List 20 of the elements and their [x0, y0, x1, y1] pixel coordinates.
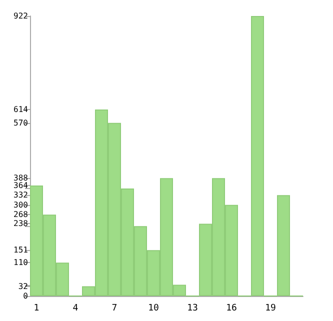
x-tick-label: 19 — [265, 304, 276, 314]
y-tick-label: 32 — [18, 282, 28, 291]
y-tick-label: 110 — [14, 258, 28, 268]
y-tick-label: 0 — [23, 292, 28, 300]
y-tick-label: 300 — [14, 200, 28, 210]
y-tick-label: 922 — [14, 12, 28, 20]
x-tick-label: 10 — [148, 304, 159, 314]
y-tick-label: 570 — [14, 118, 28, 128]
y-tick-label: 238 — [14, 219, 28, 228]
y-tick-label: 364 — [14, 180, 28, 190]
x-tick-label: 13 — [187, 304, 198, 314]
x-tick-label: 16 — [226, 304, 237, 314]
y-tick-label: 268 — [14, 210, 28, 220]
x-tick-label: 4 — [72, 304, 78, 314]
y-tick-label: 151 — [14, 246, 28, 255]
y-tick-label: 332 — [14, 190, 28, 200]
x-tick-label: 7 — [112, 304, 118, 314]
y-tick-label: 614 — [14, 105, 28, 114]
x-tick-label: 1 — [34, 304, 40, 314]
y-tick-label: 388 — [14, 174, 28, 183]
